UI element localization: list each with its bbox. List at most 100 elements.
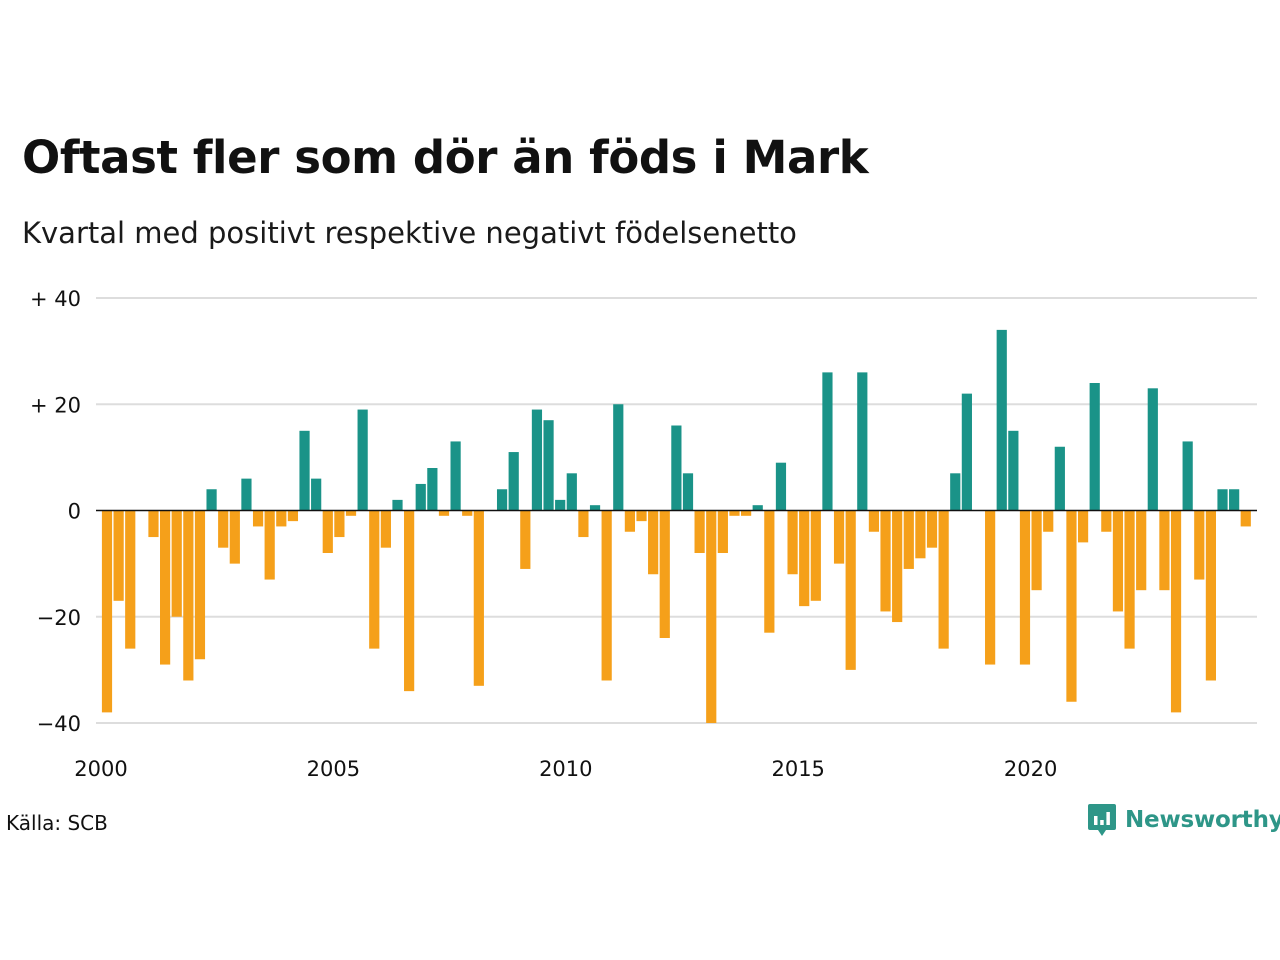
bar	[624, 510, 635, 532]
x-tick-label: 2020	[1004, 757, 1057, 781]
bar	[787, 510, 798, 575]
bar	[648, 510, 659, 575]
bars	[101, 329, 1251, 723]
bar	[578, 510, 589, 538]
bar	[160, 510, 171, 665]
bar	[1217, 489, 1228, 511]
bar	[206, 489, 217, 511]
bar	[427, 468, 438, 511]
x-tick-label: 2005	[307, 757, 360, 781]
bar	[880, 510, 891, 612]
bar	[775, 462, 787, 511]
bar	[194, 510, 206, 660]
bar	[1112, 510, 1124, 612]
bar	[1240, 510, 1251, 527]
bar	[961, 393, 972, 511]
x-axis-tick-labels: 2000 2005 2010 2015 2020	[74, 757, 1057, 781]
bar	[241, 478, 252, 511]
bar	[113, 510, 124, 601]
bar	[334, 510, 345, 538]
bar	[682, 473, 694, 511]
bar	[1031, 510, 1042, 591]
bar	[473, 510, 484, 686]
bar	[938, 510, 949, 649]
bar	[496, 489, 508, 511]
y-tick-label: + 40	[30, 287, 81, 311]
bar	[810, 510, 821, 601]
bar	[892, 510, 903, 623]
bar	[926, 510, 938, 548]
bar	[1101, 510, 1112, 532]
bar	[1136, 510, 1147, 591]
bar	[764, 510, 775, 633]
bar	[508, 452, 519, 511]
bar	[125, 510, 136, 649]
bar	[438, 510, 450, 516]
bar	[659, 510, 670, 638]
bar	[531, 409, 543, 511]
bar	[589, 505, 601, 511]
bar	[857, 372, 868, 511]
brand-logo: Newsworthy	[1087, 802, 1280, 838]
bar	[229, 510, 240, 564]
bar	[450, 441, 461, 511]
bar	[101, 510, 113, 713]
bar	[903, 510, 914, 569]
x-tick-label: 2000	[74, 757, 127, 781]
bar	[1147, 388, 1158, 511]
bar	[1008, 430, 1019, 511]
bar	[706, 510, 717, 723]
bar	[311, 478, 322, 511]
bar	[613, 404, 624, 511]
x-tick-label: 2015	[771, 757, 824, 781]
bar	[1019, 510, 1031, 665]
bar	[555, 499, 566, 511]
bar	[543, 420, 554, 511]
bar	[148, 510, 159, 538]
chart-subtitle: Kvartal med positivt respektive negativt…	[22, 216, 797, 250]
bar	[822, 372, 833, 511]
bar	[1229, 489, 1240, 511]
bar	[1043, 510, 1054, 532]
x-tick-label: 2010	[539, 757, 592, 781]
bar	[1170, 510, 1182, 713]
grid-lines	[96, 297, 1257, 724]
bar	[345, 510, 357, 516]
bar	[996, 329, 1007, 511]
bar	[1124, 510, 1135, 649]
y-axis-tick-labels: + 40 + 20 0 −20 −40	[30, 287, 81, 736]
bar	[276, 510, 287, 527]
bar	[601, 510, 612, 681]
bar	[717, 510, 728, 553]
bar	[252, 510, 264, 527]
bar	[1159, 510, 1170, 591]
y-tick-label: 0	[68, 500, 81, 524]
bar	[694, 510, 705, 553]
y-tick-label: −40	[37, 712, 81, 736]
bar	[1077, 510, 1089, 543]
bar	[985, 510, 996, 665]
chart-title: Oftast fler som dör än föds i Mark	[22, 131, 869, 184]
bar	[183, 510, 194, 681]
bar	[1054, 446, 1065, 511]
bar	[566, 473, 577, 511]
brand-name: Newsworthy	[1125, 807, 1280, 833]
bar	[915, 510, 926, 559]
bar	[415, 483, 426, 511]
bar	[868, 510, 880, 532]
bar	[299, 430, 310, 511]
bar	[950, 473, 961, 511]
bar	[752, 505, 763, 511]
y-tick-label: −20	[37, 606, 81, 630]
bar	[322, 510, 333, 553]
bar	[404, 510, 415, 692]
y-tick-label: + 20	[30, 393, 81, 417]
bar	[287, 510, 299, 522]
bar	[729, 510, 740, 516]
bar	[671, 425, 682, 511]
bar	[264, 510, 275, 580]
bar	[462, 510, 473, 516]
bar	[741, 510, 752, 516]
bar	[520, 510, 531, 569]
